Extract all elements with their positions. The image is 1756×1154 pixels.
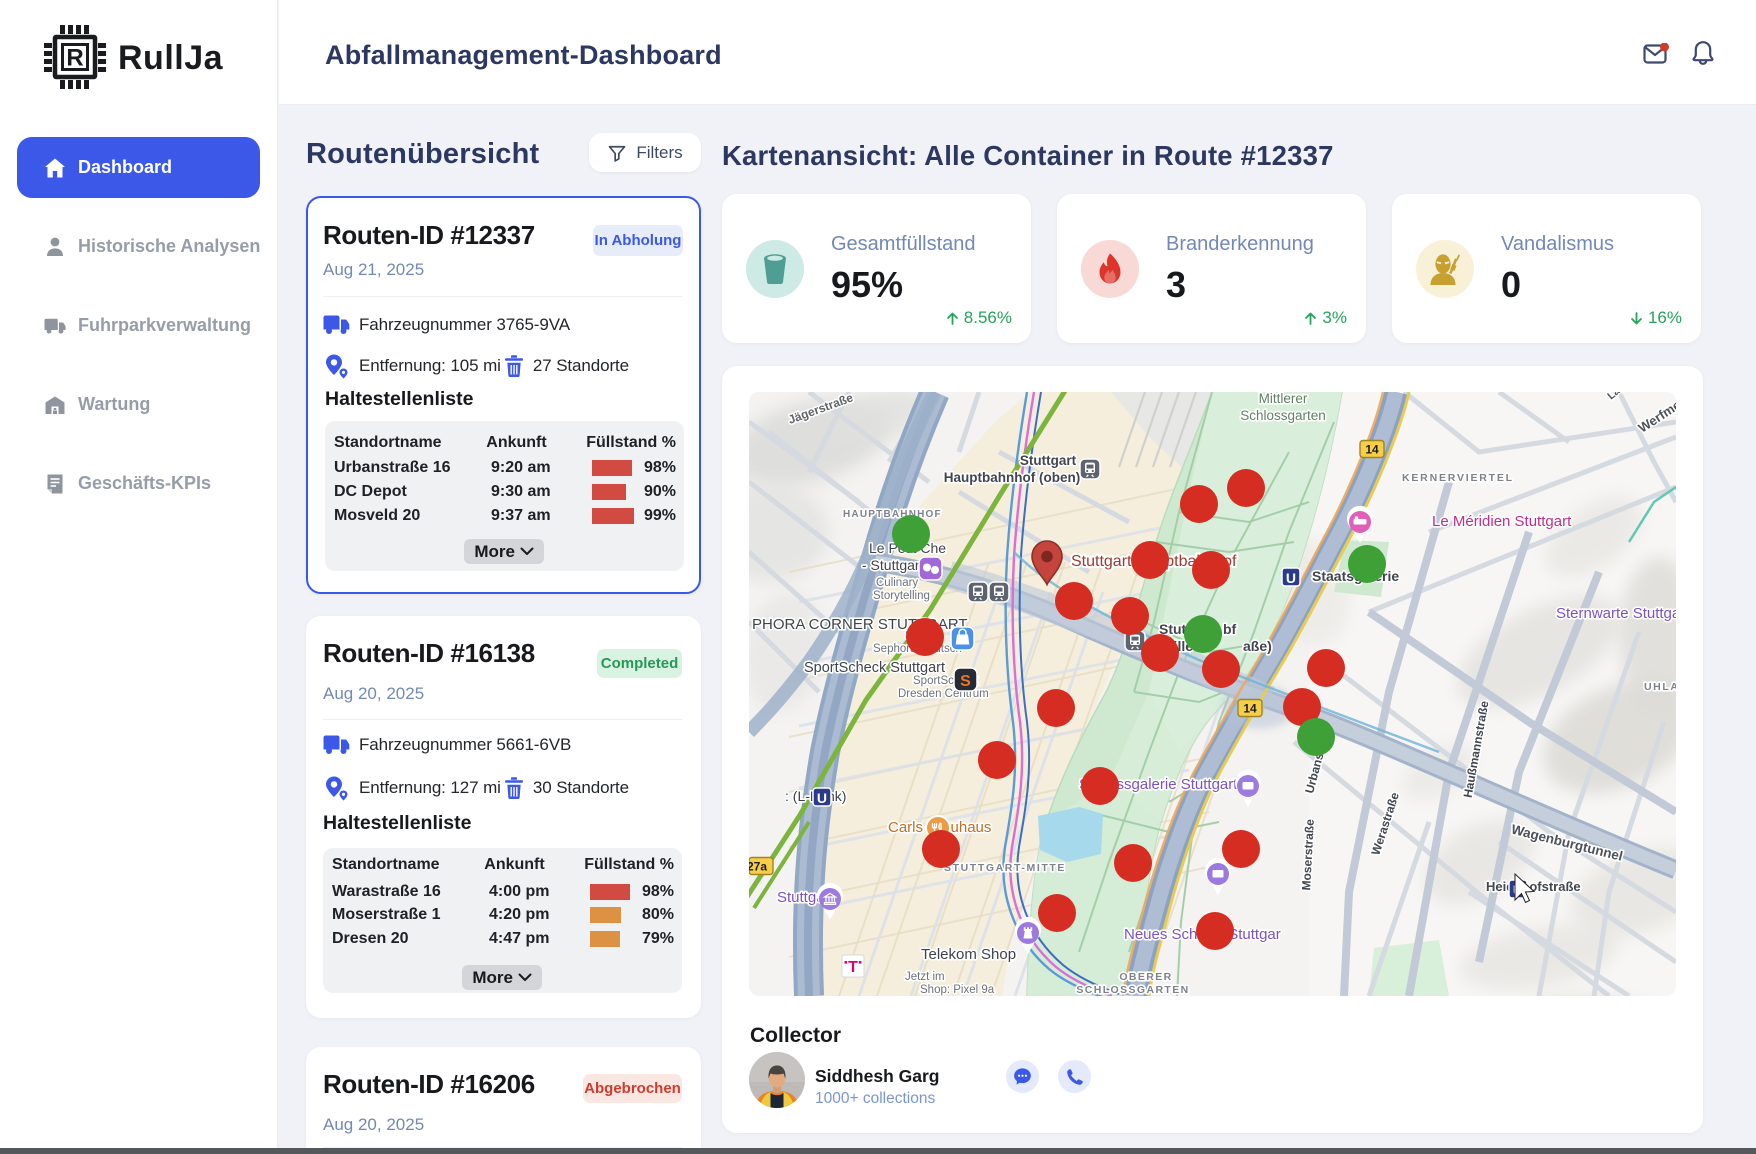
- svg-text:- Stuttgart: - Stuttgart: [862, 557, 924, 573]
- svg-text:KERNERVIERTEL: KERNERVIERTEL: [1402, 472, 1514, 484]
- svg-text:Stuttgart: Stuttgart: [1020, 453, 1077, 468]
- svg-text:Jetzt im: Jetzt im: [905, 971, 945, 983]
- svg-text:Moserstraße: Moserstraße: [1299, 818, 1317, 890]
- svg-text:Le Méridien Stuttgart: Le Méridien Stuttgart: [1432, 513, 1572, 530]
- svg-text:14: 14: [1243, 702, 1257, 716]
- svg-text:Mittlerer: Mittlerer: [1259, 392, 1308, 406]
- svg-text:SCHLOSSGARTEN: SCHLOSSGARTEN: [1076, 984, 1189, 996]
- svg-text:Schlossgarten: Schlossgarten: [1240, 408, 1326, 423]
- svg-text:U: U: [1286, 570, 1296, 586]
- svg-text:UHLANDSH: UHLANDSH: [1644, 681, 1676, 693]
- svg-text:T: T: [848, 959, 858, 976]
- svg-text:Hauptbahnhof (oben): Hauptbahnhof (oben): [944, 470, 1080, 485]
- svg-text:Telekom Shop: Telekom Shop: [921, 946, 1016, 963]
- svg-text:HAUPTBAHNHOF: HAUPTBAHNHOF: [843, 509, 942, 520]
- svg-text:aße): aße): [1243, 638, 1272, 654]
- svg-text:Shop: Pixel 9a: Shop: Pixel 9a: [920, 984, 995, 996]
- svg-text:S: S: [960, 673, 971, 690]
- svg-text:OBERER: OBERER: [1119, 971, 1172, 983]
- svg-text:bf: bf: [1223, 621, 1237, 637]
- svg-text:STUTTGART-MITTE: STUTTGART-MITTE: [944, 862, 1066, 874]
- svg-text:Sternwarte Stuttga: Sternwarte Stuttga: [1556, 605, 1676, 622]
- svg-text:R: R: [66, 45, 83, 72]
- svg-text:U: U: [817, 790, 827, 806]
- svg-text:SportScheck Stuttgart: SportScheck Stuttgart: [804, 660, 945, 676]
- svg-text:14: 14: [1365, 443, 1379, 457]
- svg-text:Storytelling: Storytelling: [873, 590, 930, 602]
- svg-text:27a: 27a: [749, 860, 767, 874]
- svg-text:Culinary: Culinary: [876, 577, 918, 589]
- svg-text:Lan: Lan: [1605, 392, 1627, 402]
